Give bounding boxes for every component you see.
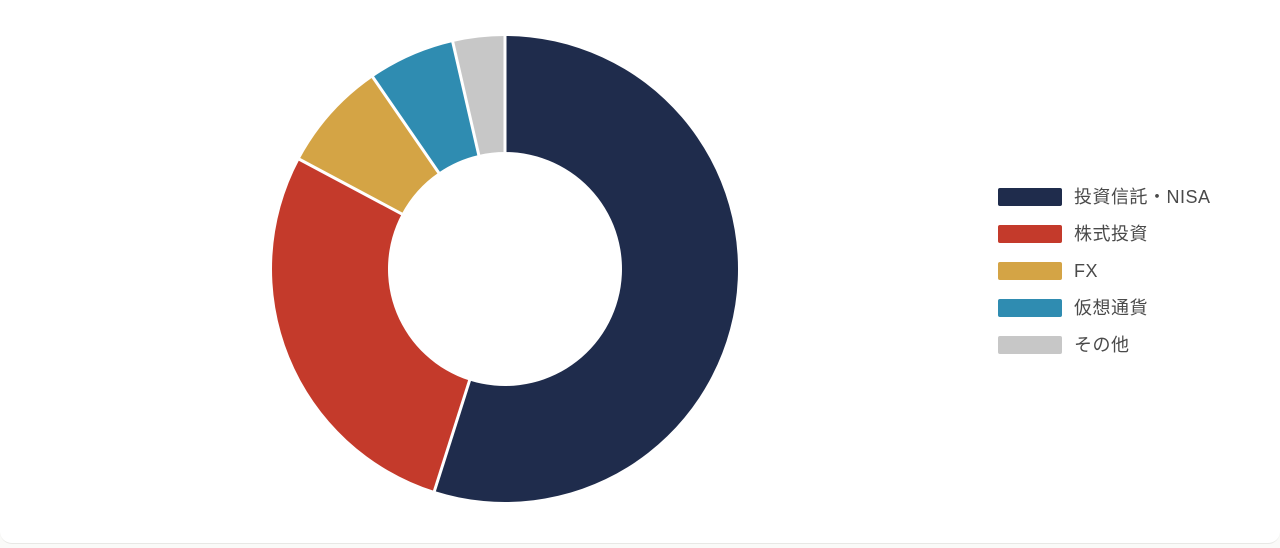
- legend-item-fx: FX: [998, 262, 1211, 280]
- legend-swatch-fx: [998, 262, 1062, 280]
- legend-label-toshin-nisa: 投資信託・NISA: [1074, 187, 1211, 207]
- slice-separator: [450, 39, 482, 161]
- legend-swatch-toshin-nisa: [998, 188, 1062, 206]
- donut-slice-2: [299, 77, 439, 214]
- donut-slice-3: [372, 41, 479, 173]
- donut-slice-1: [272, 159, 470, 492]
- slice-separator: [370, 74, 443, 178]
- legend: 投資信託・NISA 株式投資 FX 仮想通貨 その他: [998, 188, 1211, 373]
- legend-item-toshin-nisa: 投資信託・NISA: [998, 188, 1211, 206]
- legend-swatch-kabushiki: [998, 225, 1062, 243]
- legend-swatch-sonota: [998, 336, 1062, 354]
- legend-item-kasotsuka: 仮想通貨: [998, 299, 1211, 317]
- legend-label-kasotsuka: 仮想通貨: [1074, 298, 1148, 318]
- donut-slice-0: [434, 36, 739, 502]
- legend-swatch-kasotsuka: [998, 299, 1062, 317]
- legend-label-fx: FX: [1074, 261, 1099, 281]
- legend-label-kabushiki: 株式投資: [1074, 224, 1148, 244]
- legend-item-sonota: その他: [998, 336, 1211, 354]
- donut-chart: [270, 34, 740, 504]
- legend-label-sonota: その他: [1074, 335, 1130, 355]
- legend-item-kabushiki: 株式投資: [998, 225, 1211, 243]
- slice-separator: [432, 375, 473, 494]
- slice-separator: [296, 157, 407, 218]
- donut-slice-4: [452, 36, 505, 155]
- donut-chart-svg: [272, 34, 739, 502]
